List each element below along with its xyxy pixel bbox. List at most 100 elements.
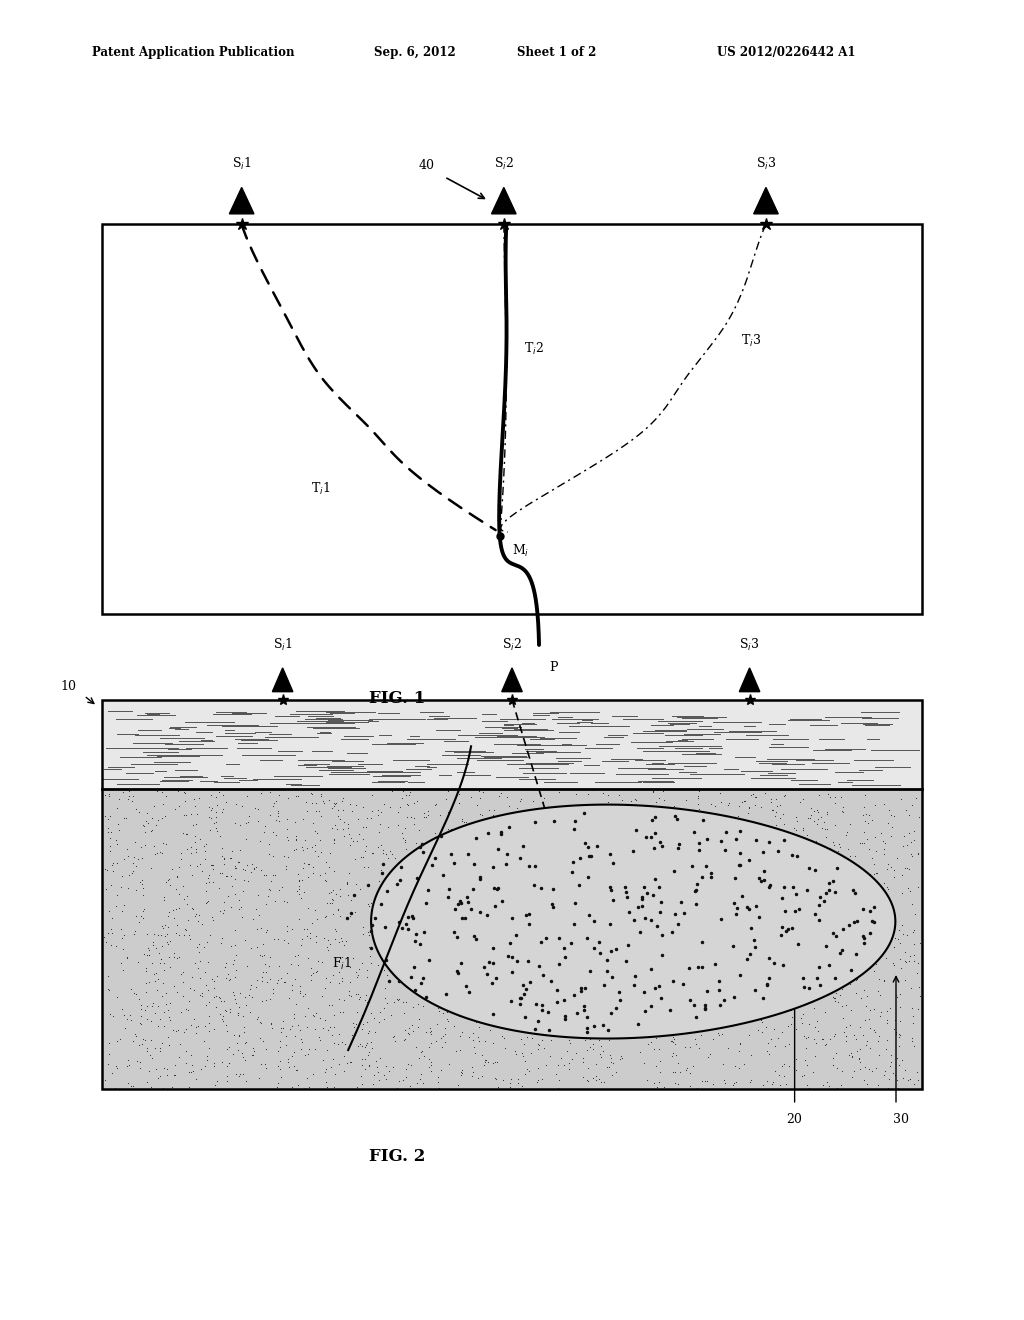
Point: [674, 859, 690, 880]
Point: [717, 908, 733, 929]
Point: [410, 994, 426, 1015]
Point: [892, 933, 908, 954]
Point: [653, 822, 670, 843]
Point: [342, 957, 358, 978]
Point: [900, 804, 916, 825]
Point: [406, 808, 422, 829]
Point: [450, 1074, 466, 1096]
Point: [175, 804, 191, 825]
Point: [818, 891, 835, 912]
Point: [517, 1051, 534, 1072]
Point: [184, 814, 201, 836]
Point: [729, 972, 745, 993]
Point: [899, 858, 915, 879]
Point: [530, 1057, 547, 1078]
Point: [730, 805, 746, 826]
Point: [725, 962, 741, 983]
Point: [299, 1043, 315, 1064]
Point: [326, 829, 342, 850]
Point: [206, 987, 222, 1008]
Point: [280, 915, 296, 936]
Point: [153, 1008, 169, 1030]
Point: [406, 896, 422, 917]
Point: [220, 964, 237, 985]
Point: [750, 928, 766, 949]
Point: [419, 880, 435, 902]
Point: [421, 1057, 437, 1078]
Point: [536, 993, 552, 1014]
Point: [288, 830, 304, 851]
Point: [738, 834, 755, 855]
Point: [728, 1012, 744, 1034]
Point: [239, 785, 255, 807]
Point: [513, 1028, 529, 1049]
Point: [570, 924, 587, 945]
Point: [470, 1068, 486, 1089]
Point: [465, 1061, 481, 1082]
Point: [555, 972, 571, 993]
Polygon shape: [371, 805, 895, 1039]
Point: [335, 787, 351, 808]
Point: [695, 970, 712, 991]
Point: [811, 882, 827, 903]
Point: [208, 985, 224, 1006]
Point: [381, 884, 397, 906]
Point: [128, 906, 144, 927]
Point: [698, 907, 715, 928]
Point: [806, 810, 822, 832]
Point: [886, 866, 902, 887]
Point: [248, 977, 264, 998]
Point: [764, 939, 780, 960]
Point: [771, 808, 787, 829]
Point: [695, 911, 712, 932]
Point: [595, 781, 611, 803]
Point: [335, 818, 351, 840]
Point: [687, 1034, 703, 1055]
Point: [823, 941, 840, 962]
Point: [121, 780, 137, 801]
Point: [116, 925, 132, 946]
Point: [252, 1011, 268, 1032]
Point: [461, 1027, 477, 1048]
Point: [151, 1068, 167, 1089]
Point: [530, 908, 547, 929]
Point: [327, 1063, 343, 1084]
Point: [701, 891, 718, 912]
Point: [764, 977, 780, 998]
Point: [167, 879, 183, 900]
Point: [256, 944, 272, 965]
Text: T$_i$1: T$_i$1: [311, 482, 331, 498]
Bar: [102, 789, 922, 1089]
Text: 20: 20: [786, 1113, 803, 1126]
Point: [846, 924, 862, 945]
Point: [199, 833, 215, 854]
Point: [594, 840, 610, 861]
Point: [312, 830, 329, 851]
Point: [166, 1064, 182, 1085]
Point: [360, 936, 377, 957]
Point: [720, 932, 736, 953]
Point: [205, 909, 221, 931]
Point: [539, 890, 555, 911]
Point: [221, 999, 238, 1020]
Point: [677, 935, 693, 956]
Text: 30: 30: [893, 1113, 909, 1126]
Point: [616, 809, 633, 830]
Point: [560, 841, 577, 862]
Point: [217, 792, 233, 813]
Point: [116, 847, 132, 869]
Point: [541, 954, 557, 975]
Point: [401, 964, 418, 985]
Point: [652, 962, 669, 983]
Point: [608, 956, 625, 977]
Point: [732, 1034, 749, 1055]
Point: [515, 1045, 531, 1067]
Point: [259, 919, 275, 940]
Point: [722, 942, 738, 964]
Point: [880, 812, 896, 833]
Point: [580, 1071, 596, 1092]
Point: [502, 975, 518, 997]
Point: [305, 962, 322, 983]
Point: [701, 1007, 718, 1028]
Point: [646, 942, 663, 964]
